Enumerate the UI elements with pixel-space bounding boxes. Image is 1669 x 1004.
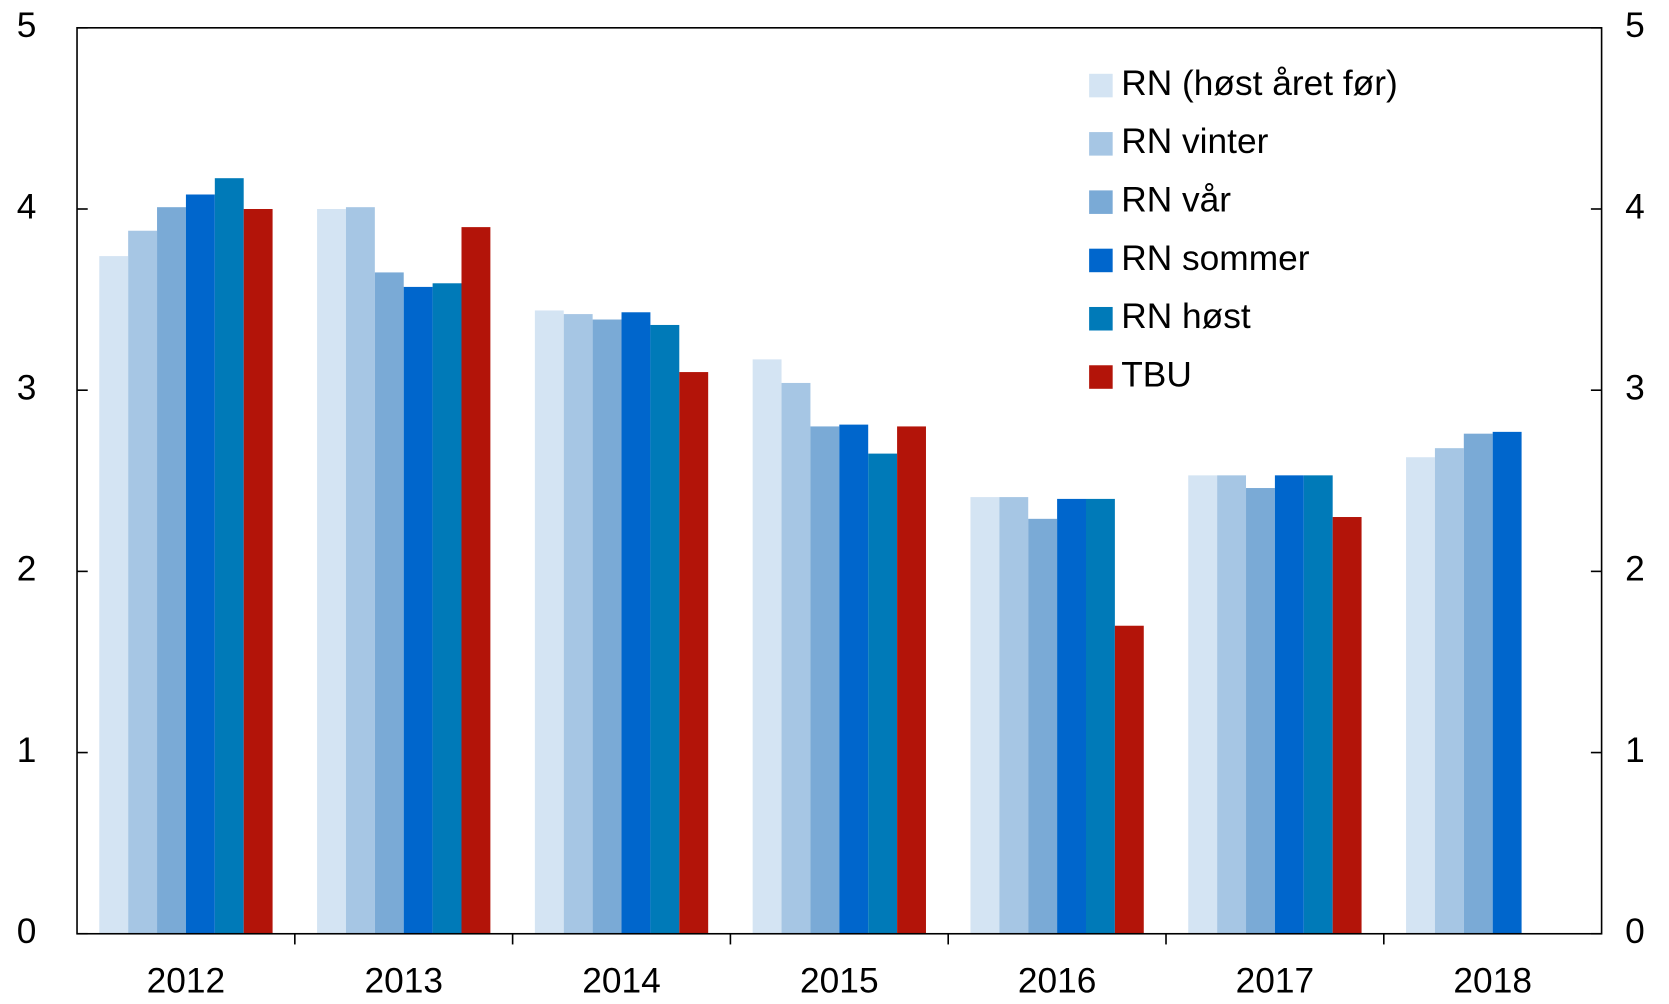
bar bbox=[374, 272, 404, 934]
y2-tick-label: 0 bbox=[1625, 912, 1645, 951]
bar bbox=[679, 372, 709, 934]
x-tick-label: 2015 bbox=[800, 961, 879, 999]
bar bbox=[1114, 625, 1144, 934]
legend-label: RN høst bbox=[1121, 297, 1251, 336]
bar bbox=[1406, 457, 1435, 934]
x-tick-label: 2012 bbox=[147, 961, 226, 999]
bar bbox=[592, 319, 622, 934]
bar bbox=[1492, 431, 1522, 934]
bar bbox=[185, 194, 215, 934]
bar bbox=[897, 426, 926, 934]
legend-label: RN sommer bbox=[1121, 239, 1310, 278]
bar bbox=[317, 208, 346, 934]
bar bbox=[650, 324, 680, 934]
y2-tick-label: 1 bbox=[1625, 731, 1645, 770]
bar bbox=[752, 359, 782, 934]
y2-tick-label: 2 bbox=[1625, 550, 1645, 589]
bar bbox=[1217, 475, 1247, 934]
bar bbox=[534, 310, 564, 934]
bar bbox=[563, 314, 593, 934]
y2-tick-label: 3 bbox=[1625, 369, 1645, 408]
x-tick-label: 2018 bbox=[1453, 961, 1532, 999]
bar bbox=[1434, 448, 1464, 934]
bar bbox=[99, 256, 129, 934]
bar bbox=[621, 312, 651, 934]
x-tick-label: 2017 bbox=[1236, 961, 1315, 999]
bar bbox=[1274, 475, 1304, 934]
x-tick-label: 2016 bbox=[1018, 961, 1097, 999]
x-tick-label: 2013 bbox=[364, 961, 443, 999]
y-tick-label: 1 bbox=[17, 731, 37, 770]
bar bbox=[403, 286, 433, 934]
legend-swatch bbox=[1089, 132, 1113, 156]
y-tick-label: 4 bbox=[17, 187, 37, 226]
legend-swatch bbox=[1089, 248, 1113, 273]
bar bbox=[810, 426, 840, 934]
legend-label: RN vår bbox=[1121, 180, 1231, 219]
bar bbox=[128, 230, 158, 934]
bar bbox=[157, 207, 186, 934]
bar bbox=[781, 382, 811, 934]
legend-swatch bbox=[1089, 73, 1113, 98]
y-tick-label: 2 bbox=[17, 550, 37, 589]
bar bbox=[1085, 498, 1115, 934]
legend-swatch bbox=[1089, 365, 1113, 389]
bar bbox=[243, 208, 273, 934]
legend-swatch bbox=[1089, 306, 1113, 331]
bar bbox=[1188, 475, 1218, 934]
x-tick-label: 2014 bbox=[582, 961, 661, 999]
bar bbox=[970, 497, 1000, 934]
y2-tick-label: 4 bbox=[1625, 187, 1645, 226]
y-tick-label: 0 bbox=[17, 912, 37, 951]
legend-swatch bbox=[1089, 190, 1113, 214]
bar bbox=[214, 178, 244, 934]
plot-frame bbox=[76, 27, 1603, 935]
legend-label: RN (høst året før) bbox=[1121, 64, 1398, 103]
y-tick-label: 3 bbox=[17, 369, 37, 408]
bar bbox=[1028, 518, 1058, 934]
bar bbox=[999, 497, 1029, 934]
bar bbox=[345, 207, 375, 934]
bar bbox=[1332, 517, 1362, 934]
bar bbox=[1246, 488, 1275, 934]
bar bbox=[1463, 433, 1493, 934]
y-tick-label: 5 bbox=[17, 6, 37, 45]
bar bbox=[1303, 475, 1333, 934]
y2-tick-label: 5 bbox=[1625, 6, 1645, 45]
legend-label: RN vinter bbox=[1121, 122, 1268, 161]
legend-label: TBU bbox=[1121, 355, 1192, 394]
bar bbox=[432, 283, 462, 934]
bar bbox=[868, 453, 898, 934]
bar bbox=[1057, 498, 1086, 934]
bar bbox=[461, 227, 491, 934]
bar bbox=[839, 424, 869, 934]
